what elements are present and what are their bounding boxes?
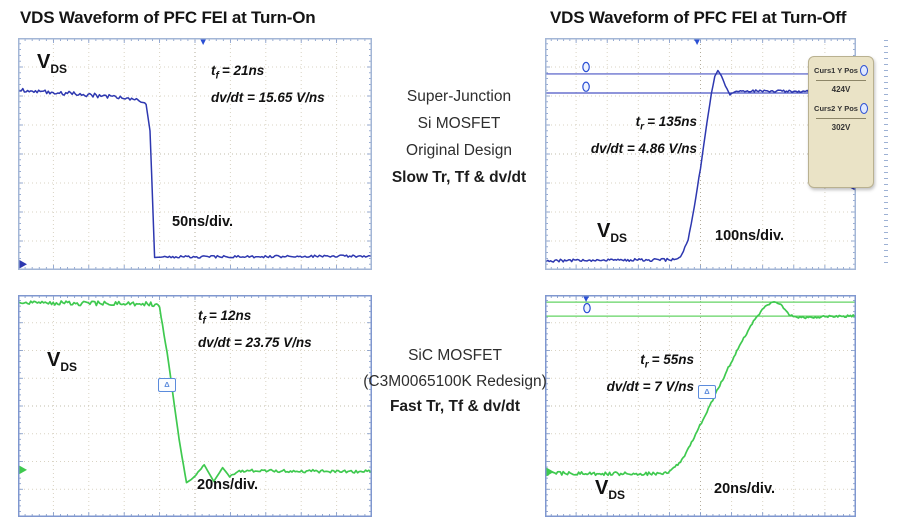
description-line: Original Design bbox=[406, 142, 512, 159]
divider bbox=[816, 118, 866, 119]
description-bottom: SiC MOSFET (C3M0065100K Redesign) Fast T… bbox=[352, 343, 558, 420]
dvdt-line: dv/dt = 4.86 V/ns bbox=[590, 140, 697, 156]
rise-time-line: tr = 55ns bbox=[640, 352, 694, 371]
cursor-readout-panel: Curs1 Y Pos 424V Curs2 Y Pos 302V bbox=[808, 56, 874, 188]
delta-cursor-badge-icon: Δ bbox=[158, 378, 176, 392]
delta-cursor-badge-icon: Δ bbox=[698, 385, 716, 399]
timebase-label: 50ns/div. bbox=[172, 214, 233, 230]
scope-sic-turn-on: tf = 12ns dv/dt = 23.75 V/ns VDS Δ 20ns/d… bbox=[18, 295, 372, 517]
cursor2-row: Curs2 Y Pos bbox=[814, 103, 868, 114]
waveform-plot-si-turn-off bbox=[545, 38, 856, 270]
timebase-label: 100ns/div. bbox=[715, 228, 785, 244]
vds-label: VDS bbox=[597, 220, 628, 245]
description-bold-line: Slow Tr, Tf & dv/dt bbox=[391, 169, 527, 186]
outer-tick-ruler bbox=[884, 40, 888, 268]
description-line: Si MOSFET bbox=[417, 115, 501, 132]
fall-time-line: tf = 21ns bbox=[211, 63, 265, 82]
right-title: VDS Waveform of PFC FEI at Turn-Off bbox=[550, 8, 847, 27]
description-bold-line: Fast Tr, Tf & dv/dt bbox=[389, 398, 521, 415]
dvdt-line: dv/dt = 7 V/ns bbox=[606, 378, 694, 394]
cursor1-row: Curs1 Y Pos bbox=[814, 65, 868, 76]
vds-label: VDS bbox=[37, 51, 68, 76]
description-line: Super-Junction bbox=[406, 88, 512, 105]
description-top: Super-Junction Si MOSFET Original Design… bbox=[370, 83, 548, 191]
measurement-annotation: tr = 135ns dv/dt = 4.86 V/ns bbox=[591, 111, 697, 159]
scope-si-turn-on: VDS tf = 21ns dv/dt = 15.65 V/ns 50ns/div… bbox=[18, 38, 372, 270]
cursor1-label: Curs1 Y Pos bbox=[814, 66, 858, 75]
timebase-label: 20ns/div. bbox=[714, 481, 775, 497]
waveform-plot-si-turn-on bbox=[18, 38, 372, 270]
cursor2-label: Curs2 Y Pos bbox=[814, 104, 858, 113]
description-line: SiC MOSFET bbox=[408, 347, 502, 364]
dvdt-line: dv/dt = 15.65 V/ns bbox=[211, 89, 325, 105]
dvdt-line: dv/dt = 23.75 V/ns bbox=[198, 334, 312, 350]
vds-label: VDS bbox=[595, 477, 626, 502]
measurement-annotation: tf = 21ns dv/dt = 15.65 V/ns bbox=[211, 60, 325, 108]
description-line: (C3M0065100K Redesign) bbox=[363, 372, 547, 390]
cursor-handle-icon bbox=[859, 65, 868, 76]
cursor1-value: 424V bbox=[831, 85, 851, 94]
divider bbox=[816, 80, 866, 81]
fall-time-line: tf = 12ns bbox=[198, 308, 252, 327]
measurement-annotation: tf = 12ns dv/dt = 23.75 V/ns bbox=[198, 305, 312, 353]
scope-sic-turn-off: tr = 55ns dv/dt = 7 V/ns Δ VDS 20ns/div. bbox=[545, 295, 856, 517]
cursor2-value: 302V bbox=[831, 123, 851, 132]
waveform-plot-sic-turn-on bbox=[18, 295, 372, 517]
left-title: VDS Waveform of PFC FEI at Turn-On bbox=[20, 8, 316, 27]
timebase-label: 20ns/div. bbox=[197, 477, 258, 493]
vds-label: VDS bbox=[47, 349, 78, 374]
scope-si-turn-off: tr = 135ns dv/dt = 4.86 V/ns VDS 100ns/di… bbox=[545, 38, 888, 270]
rise-time-line: tr = 135ns bbox=[635, 114, 697, 133]
waveform-plot-sic-turn-off bbox=[545, 295, 856, 517]
cursor-handle-icon bbox=[859, 103, 868, 114]
measurement-annotation: tr = 55ns dv/dt = 7 V/ns bbox=[607, 349, 694, 397]
